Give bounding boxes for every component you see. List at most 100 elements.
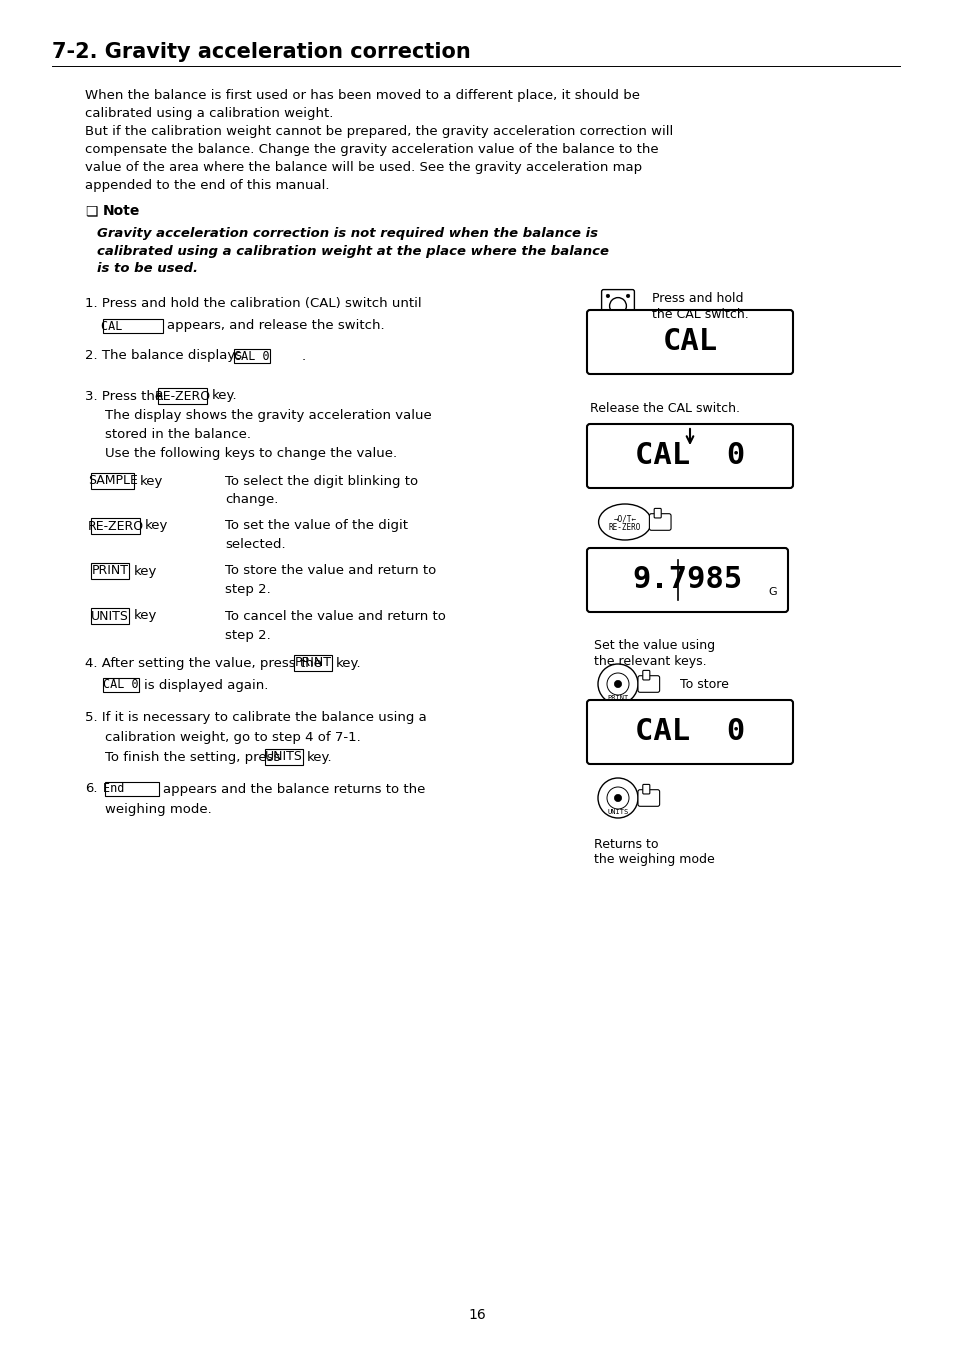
Text: appears, and release the switch.: appears, and release the switch. — [167, 320, 384, 332]
Text: appears and the balance returns to the: appears and the balance returns to the — [162, 783, 424, 795]
Text: the weighing mode: the weighing mode — [594, 853, 714, 867]
FancyBboxPatch shape — [91, 472, 134, 489]
FancyBboxPatch shape — [233, 350, 270, 363]
Text: CAL: CAL — [101, 320, 165, 332]
Text: key.: key. — [211, 390, 236, 402]
Text: The display shows the gravity acceleration value: The display shows the gravity accelerati… — [105, 409, 432, 423]
Circle shape — [606, 674, 628, 695]
Text: key.: key. — [335, 656, 361, 670]
FancyBboxPatch shape — [649, 514, 670, 531]
Text: key: key — [133, 609, 157, 622]
Text: Returns to: Returns to — [594, 837, 658, 850]
Text: change.: change. — [225, 494, 278, 506]
Text: 1. Press and hold the calibration (CAL) switch until: 1. Press and hold the calibration (CAL) … — [85, 297, 421, 310]
Text: is displayed again.: is displayed again. — [144, 679, 268, 691]
FancyBboxPatch shape — [91, 563, 129, 579]
FancyBboxPatch shape — [586, 424, 792, 487]
FancyBboxPatch shape — [91, 518, 140, 535]
Text: UNITS: UNITS — [607, 809, 628, 815]
Text: the CAL switch.: the CAL switch. — [651, 308, 748, 320]
Text: UNITS: UNITS — [265, 751, 302, 764]
FancyBboxPatch shape — [586, 548, 787, 612]
Text: ❏: ❏ — [85, 204, 97, 217]
Text: To store: To store — [679, 678, 728, 690]
Circle shape — [605, 315, 609, 317]
Circle shape — [609, 297, 626, 315]
Text: key.: key. — [306, 751, 332, 764]
FancyBboxPatch shape — [91, 608, 129, 624]
Text: CAL  0: CAL 0 — [634, 441, 744, 471]
Text: To cancel the value and return to: To cancel the value and return to — [225, 609, 445, 622]
Circle shape — [605, 294, 609, 297]
Circle shape — [598, 664, 638, 703]
Text: UNITS: UNITS — [91, 609, 129, 622]
Ellipse shape — [598, 504, 651, 540]
Text: G: G — [768, 587, 777, 597]
Text: →O/T←: →O/T← — [613, 514, 636, 524]
Text: 5. If it is necessary to calibrate the balance using a: 5. If it is necessary to calibrate the b… — [85, 710, 426, 724]
Text: RE-ZERO: RE-ZERO — [154, 390, 211, 402]
Text: appended to the end of this manual.: appended to the end of this manual. — [85, 178, 329, 192]
Text: To finish the setting, press: To finish the setting, press — [105, 751, 280, 764]
Text: weighing mode.: weighing mode. — [105, 802, 212, 815]
Text: calibrated using a calibration weight.: calibrated using a calibration weight. — [85, 107, 333, 120]
Text: calibration weight, go to step 4 of 7-1.: calibration weight, go to step 4 of 7-1. — [105, 730, 360, 744]
Text: CAL 0: CAL 0 — [233, 350, 269, 363]
Text: CAL  0: CAL 0 — [634, 717, 744, 747]
Text: step 2.: step 2. — [225, 629, 271, 641]
Text: SAMPLE: SAMPLE — [88, 474, 137, 487]
Text: End: End — [103, 783, 160, 795]
FancyBboxPatch shape — [642, 784, 649, 794]
FancyBboxPatch shape — [642, 671, 649, 680]
Text: Note: Note — [103, 204, 140, 217]
FancyBboxPatch shape — [654, 509, 660, 518]
Text: calibrated using a calibration weight at the place where the balance: calibrated using a calibration weight at… — [97, 244, 608, 258]
FancyBboxPatch shape — [265, 749, 302, 765]
FancyBboxPatch shape — [158, 387, 207, 404]
Text: .: . — [301, 350, 306, 363]
Text: selected.: selected. — [225, 539, 285, 552]
Text: When the balance is first used or has been moved to a different place, it should: When the balance is first used or has be… — [85, 89, 639, 101]
Text: Press and hold: Press and hold — [651, 292, 742, 305]
Circle shape — [626, 294, 629, 297]
FancyBboxPatch shape — [103, 678, 138, 693]
Text: Use the following keys to change the value.: Use the following keys to change the val… — [105, 447, 396, 460]
FancyBboxPatch shape — [294, 655, 332, 671]
Text: To store the value and return to: To store the value and return to — [225, 564, 436, 578]
Text: PRINT: PRINT — [91, 564, 129, 578]
Text: step 2.: step 2. — [225, 583, 271, 597]
FancyBboxPatch shape — [638, 790, 659, 806]
FancyBboxPatch shape — [105, 782, 158, 796]
Text: PRINT: PRINT — [607, 695, 628, 701]
Text: RE-ZERO: RE-ZERO — [88, 520, 144, 532]
Circle shape — [606, 787, 628, 809]
FancyBboxPatch shape — [586, 310, 792, 374]
Text: 3. Press the: 3. Press the — [85, 390, 163, 402]
Text: RE-ZERO: RE-ZERO — [608, 522, 640, 532]
Text: compensate the balance. Change the gravity acceleration value of the balance to : compensate the balance. Change the gravi… — [85, 143, 658, 155]
Circle shape — [614, 680, 621, 687]
Text: key: key — [145, 520, 169, 532]
Text: CAL: CAL — [661, 328, 717, 356]
Text: But if the calibration weight cannot be prepared, the gravity acceleration corre: But if the calibration weight cannot be … — [85, 124, 673, 138]
FancyBboxPatch shape — [601, 290, 634, 323]
FancyBboxPatch shape — [103, 319, 162, 333]
Text: Gravity acceleration correction is not required when the balance is: Gravity acceleration correction is not r… — [97, 227, 598, 239]
Text: value of the area where the balance will be used. See the gravity acceleration m: value of the area where the balance will… — [85, 161, 641, 174]
Text: PRINT: PRINT — [294, 656, 332, 670]
Circle shape — [614, 794, 621, 802]
FancyBboxPatch shape — [638, 676, 659, 693]
FancyBboxPatch shape — [586, 701, 792, 764]
Text: key: key — [139, 474, 163, 487]
Text: 16: 16 — [468, 1308, 485, 1322]
Text: To set the value of the digit: To set the value of the digit — [225, 520, 408, 532]
Circle shape — [626, 315, 629, 317]
Text: Release the CAL switch.: Release the CAL switch. — [589, 401, 740, 414]
Text: stored in the balance.: stored in the balance. — [105, 428, 251, 441]
Text: 4. After setting the value, press the: 4. After setting the value, press the — [85, 656, 321, 670]
Text: 7-2. Gravity acceleration correction: 7-2. Gravity acceleration correction — [52, 42, 470, 62]
Text: is to be used.: is to be used. — [97, 262, 198, 275]
Circle shape — [598, 778, 638, 818]
Text: 2. The balance displays: 2. The balance displays — [85, 350, 242, 363]
Text: Set the value using: Set the value using — [594, 640, 715, 652]
